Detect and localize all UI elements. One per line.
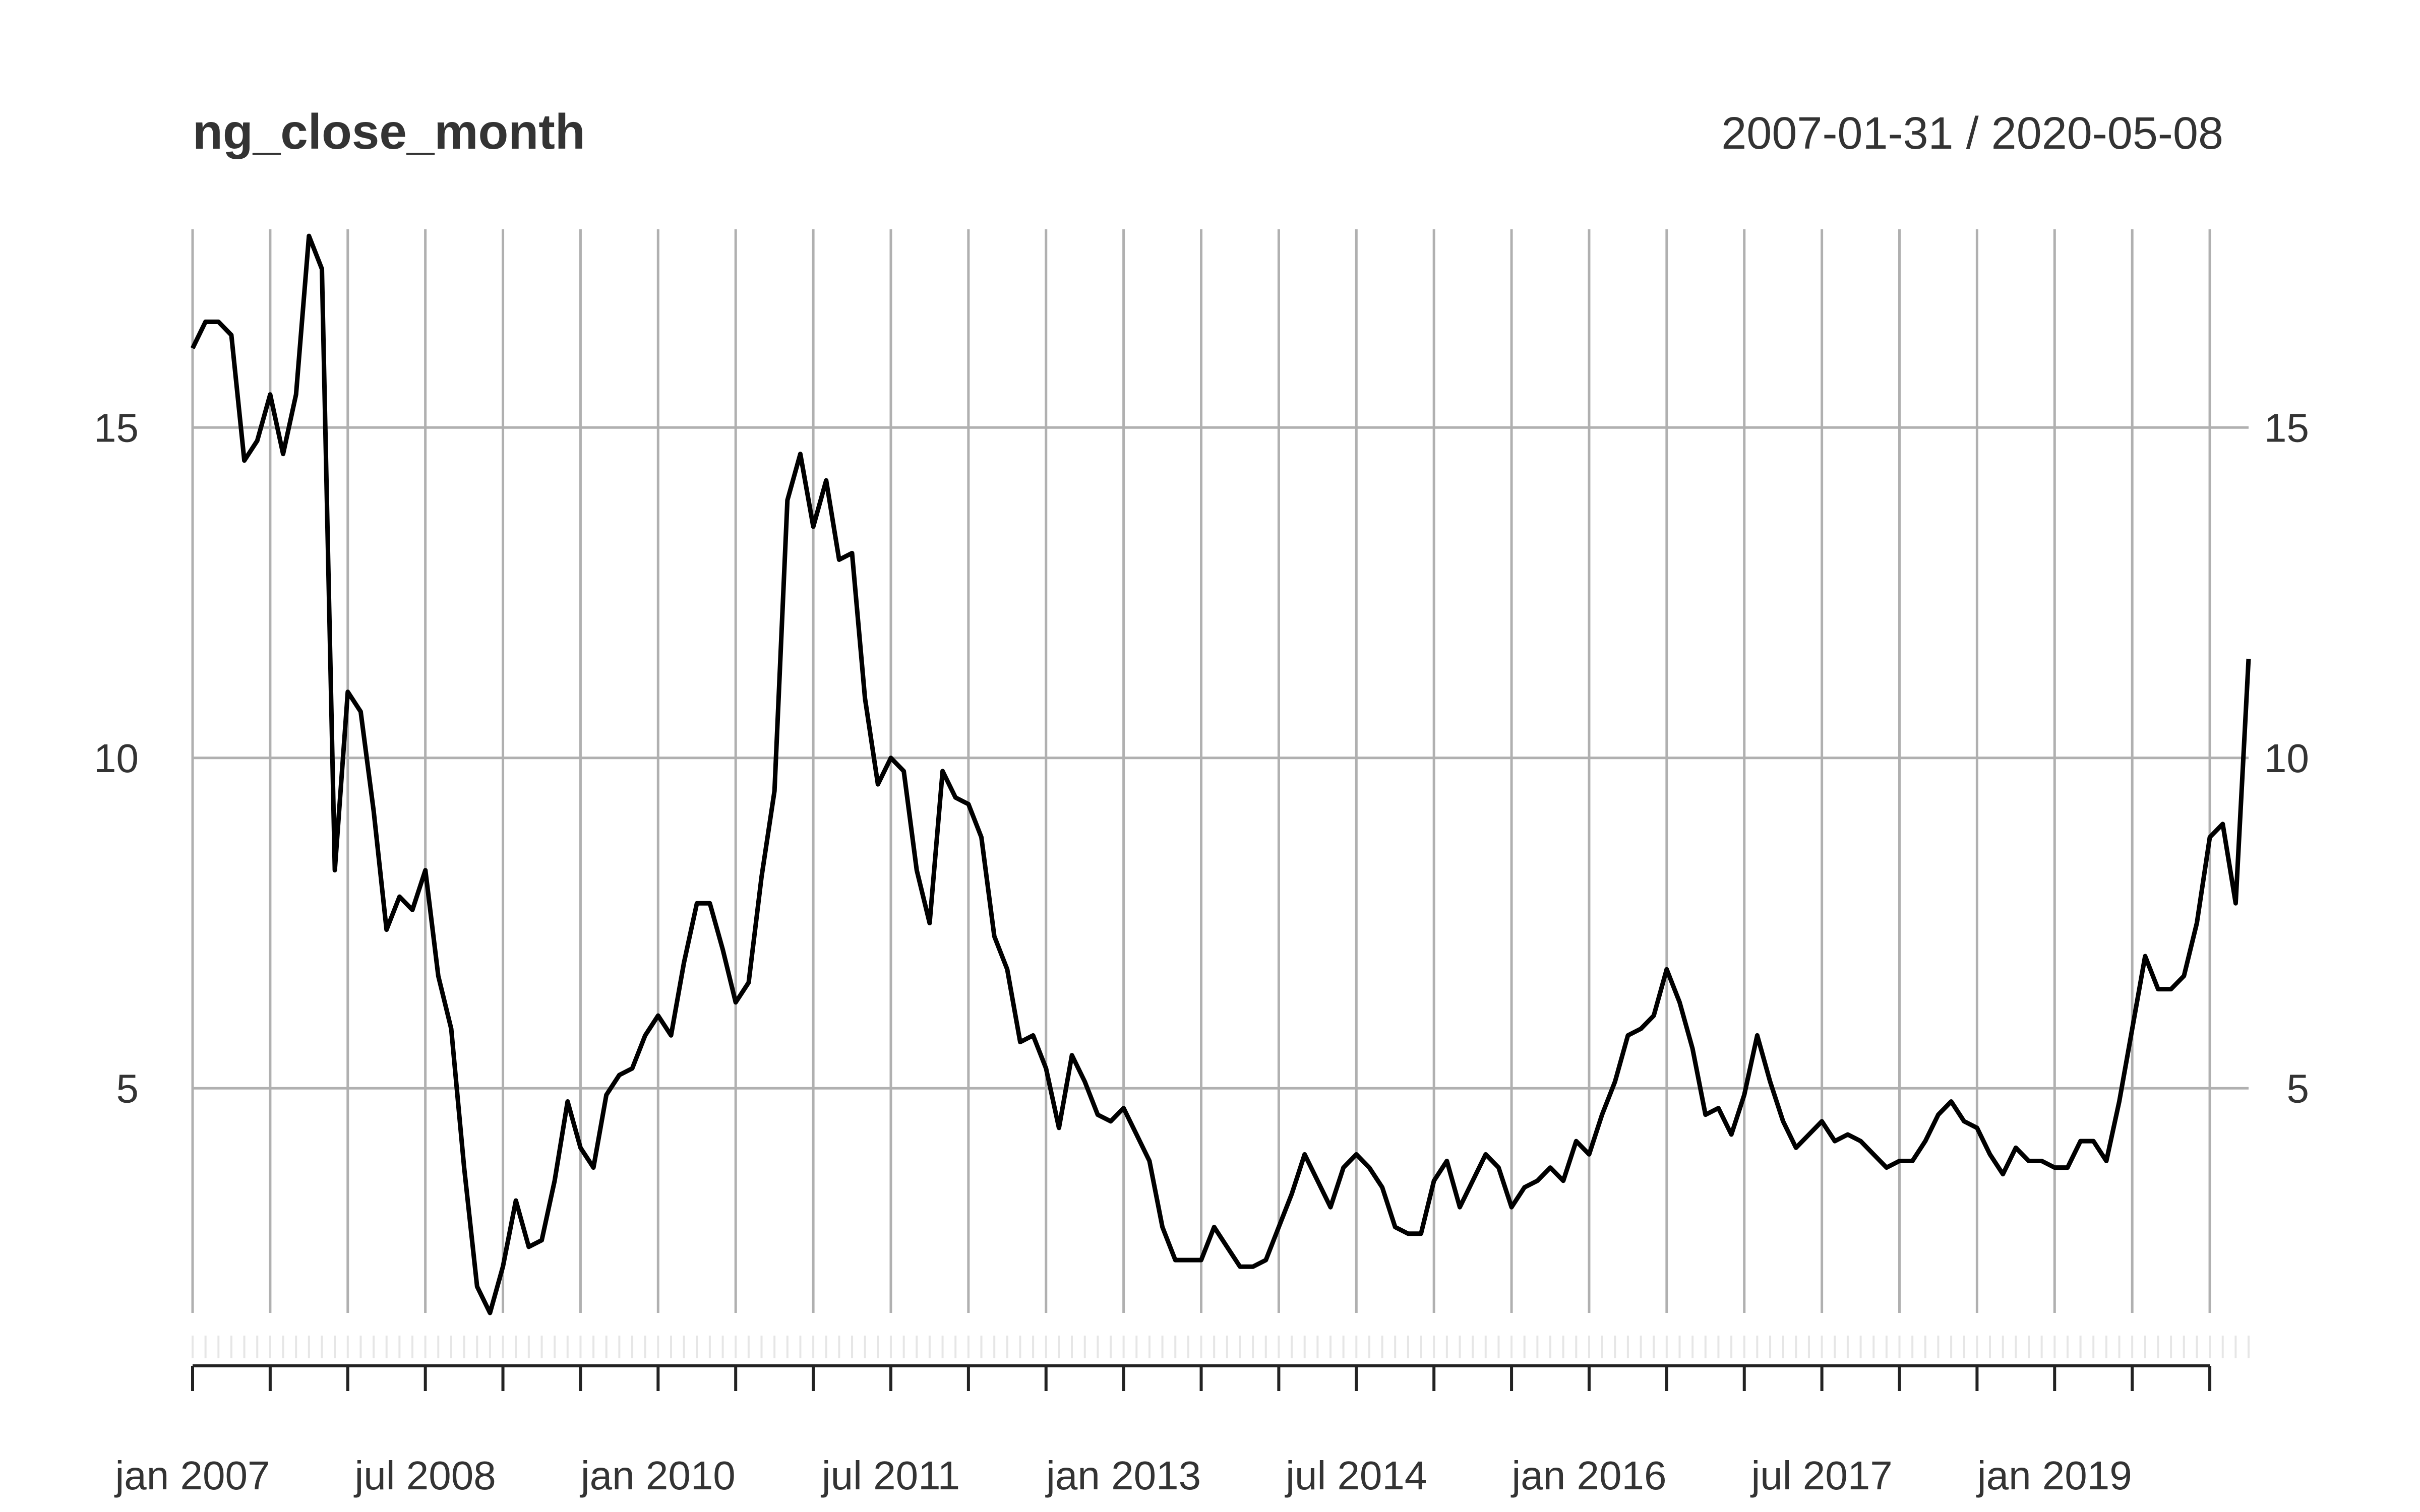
y-tick-label-left: 5 xyxy=(116,1066,139,1111)
x-tick-label: jan 2010 xyxy=(580,1453,736,1498)
y-tick-label-right: 15 xyxy=(2264,405,2309,450)
x-tick-label: jan 2019 xyxy=(1976,1453,2132,1498)
y-tick-label-left: 15 xyxy=(94,405,139,450)
y-axis-left: 5 10 15 xyxy=(94,405,139,1111)
x-tick-label: jul 2014 xyxy=(1285,1453,1427,1498)
y-tick-label-right: 10 xyxy=(2264,736,2309,781)
x-tick-label: jan 2013 xyxy=(1045,1453,1201,1498)
horizontal-gridlines xyxy=(193,426,2249,1090)
x-tick-label: jan 2007 xyxy=(114,1453,270,1498)
y-axis-right: 5 10 15 xyxy=(2264,405,2309,1111)
chart-title: ng_close_month xyxy=(193,104,585,159)
vertical-gridlines xyxy=(191,229,2211,1313)
x-tick-label: jul 2011 xyxy=(821,1453,960,1498)
date-range: 2007-01-31 / 2020-05-08 xyxy=(1721,108,2223,159)
series-layer xyxy=(190,233,2251,1315)
y-tick-label-left: 10 xyxy=(94,736,139,781)
x-tick-label: jul 2017 xyxy=(1750,1453,1893,1498)
x-tick-label: jul 2008 xyxy=(354,1453,496,1498)
series-line xyxy=(190,233,2251,1315)
x-tick-label: jan 2016 xyxy=(1510,1453,1666,1498)
y-tick-label-right: 5 xyxy=(2287,1066,2310,1111)
x-axis: jan 2007 jul 2008 jan 2010 jul 2011 jan 2013… xyxy=(114,1336,2250,1498)
